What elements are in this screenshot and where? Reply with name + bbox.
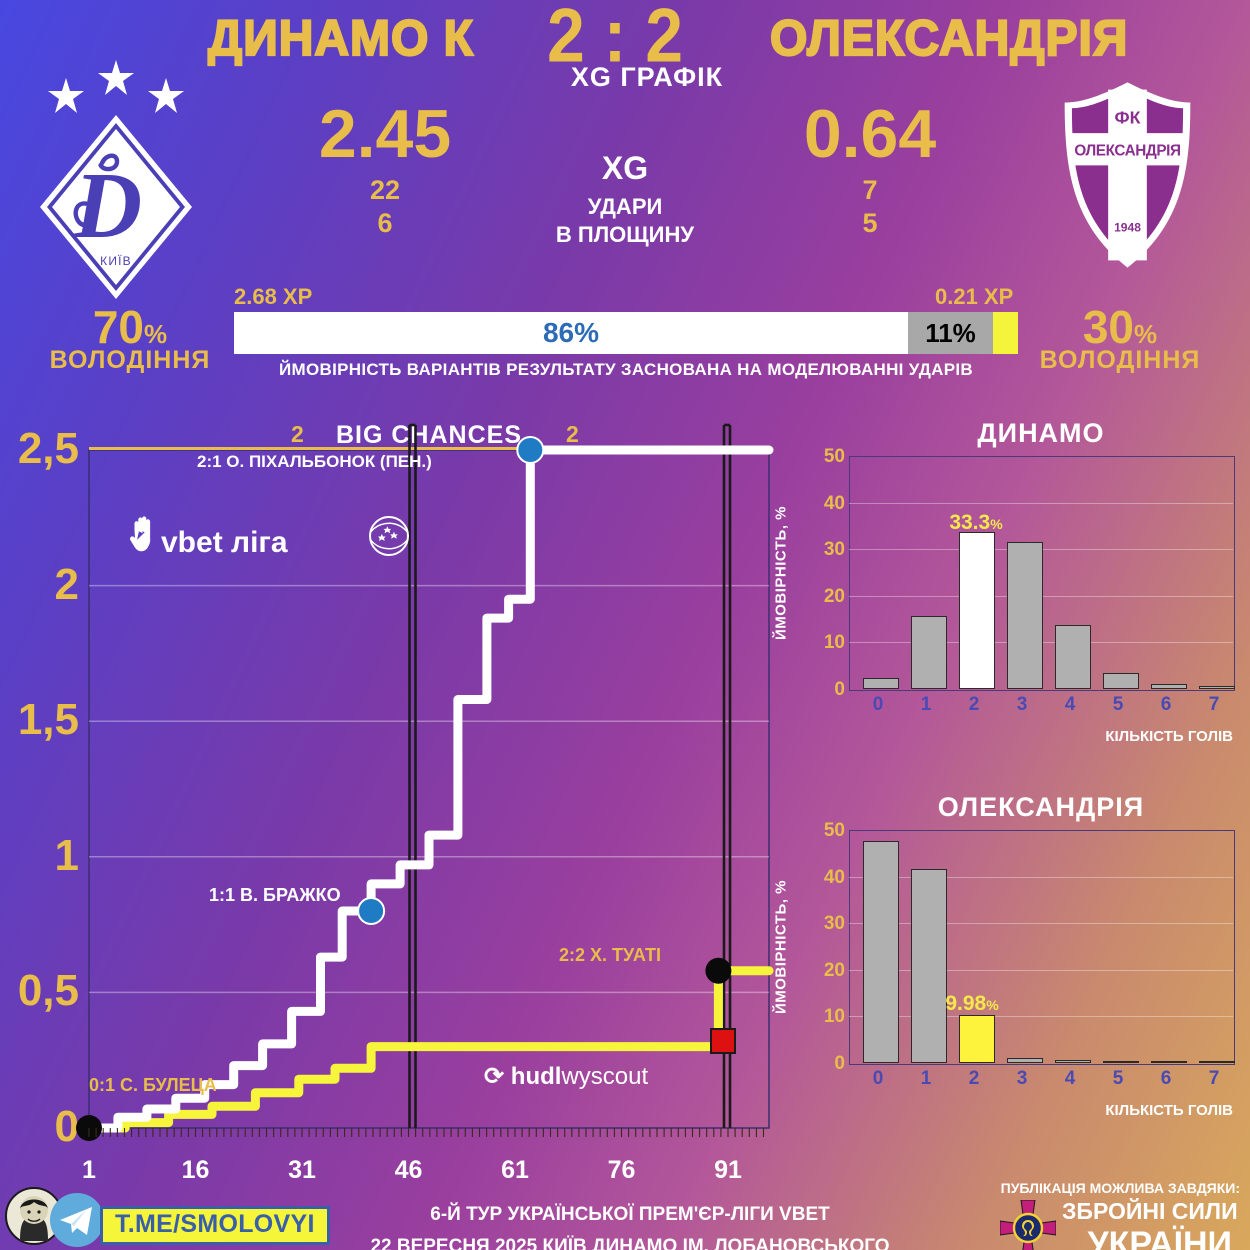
svg-text:1948: 1948 [1114, 220, 1141, 234]
svg-text:vbet лiга: vbet лiга [161, 526, 288, 559]
svg-text:ФК: ФК [1115, 107, 1141, 127]
svg-text:ОЛЕКСАНДРІЯ: ОЛЕКСАНДРІЯ [1074, 143, 1180, 160]
svg-text:КИЇВ: КИЇВ [100, 254, 132, 268]
